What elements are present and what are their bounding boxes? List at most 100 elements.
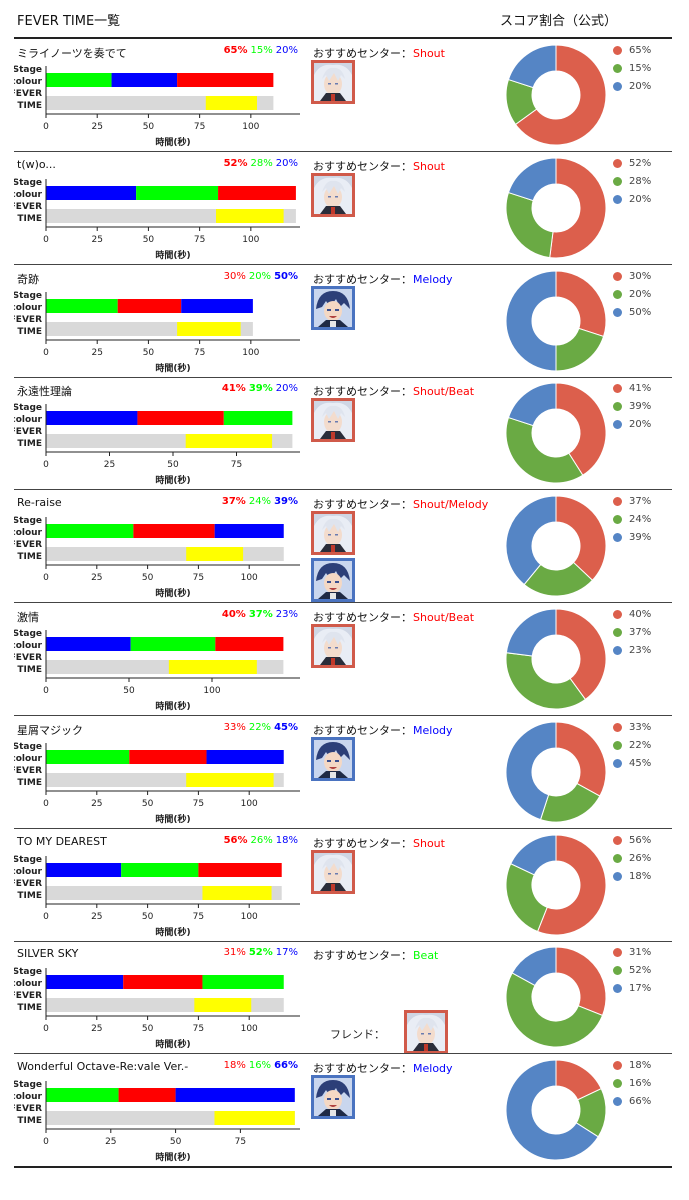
fever-window <box>214 1111 295 1125</box>
score-pct-shout: 52% <box>223 158 248 169</box>
legend-value: 45% <box>629 758 652 769</box>
fever-time-chart: Stage colour FEVER TIME 0 25 50 75 100 時間(秒) <box>10 288 300 380</box>
fever-chart-svg: Stage colour FEVER TIME 0 25 50 75 100 時間(秒) <box>10 291 300 374</box>
stage-segment-shout <box>218 186 296 200</box>
donut-slice-beat <box>505 972 604 1048</box>
score-percentages: 41% 39% 20% <box>202 383 298 394</box>
legend-dot <box>613 177 622 186</box>
legend-value: 17% <box>629 983 652 994</box>
donut-slice-melody <box>505 1059 599 1161</box>
stage-segment-beat <box>223 411 293 425</box>
x-tick-label: 50 <box>142 573 154 583</box>
x-tick-label: 0 <box>43 799 49 809</box>
legend-value: 66% <box>629 1096 652 1107</box>
donut-svg <box>505 270 607 372</box>
score-pct-melody: 39% <box>274 496 298 507</box>
x-tick-label: 100 <box>241 573 258 583</box>
recommend-label: おすすめセンター： <box>313 611 412 624</box>
song-title: t(w)o... <box>17 158 56 171</box>
donut-svg <box>505 495 607 597</box>
stage-segment-melody <box>111 73 178 87</box>
legend-dot <box>613 741 622 750</box>
fever-label: TIME <box>17 552 42 562</box>
donut-slice-melody <box>511 946 557 987</box>
stage-label: Stage <box>14 742 42 752</box>
fever-window <box>177 322 241 336</box>
stage-segment-melody <box>175 1088 295 1102</box>
row-separator <box>14 828 672 829</box>
score-percentages: 33% 22% 45% <box>202 722 298 733</box>
donut-slice-shout <box>555 721 607 797</box>
x-tick-label: 50 <box>123 686 135 696</box>
score-pct-beat: 16% <box>248 1060 272 1071</box>
legend-value: 20% <box>629 81 652 92</box>
character-avatar <box>311 173 355 217</box>
row-separator <box>14 1166 672 1168</box>
fever-label: TIME <box>17 214 42 224</box>
x-axis-label: 時間(秒) <box>155 362 190 374</box>
character-avatar <box>311 60 355 104</box>
donut-slice-shout <box>555 608 607 701</box>
stage-label: Stage <box>14 65 42 75</box>
legend-value: 20% <box>629 419 652 430</box>
header-divider <box>14 37 672 39</box>
legend-value: 31% <box>629 947 652 958</box>
score-pct-melody: 23% <box>275 609 298 620</box>
x-axis-label: 時間(秒) <box>155 474 190 486</box>
score-ratio-title: スコア割合（公式） <box>500 14 618 29</box>
recommend-value: Beat <box>413 949 439 962</box>
fever-label: FEVER <box>14 1104 42 1114</box>
x-axis-label: 時間(秒) <box>155 813 190 825</box>
legend-dot <box>613 82 622 91</box>
x-tick-label: 75 <box>193 912 204 922</box>
song-title: ミライノーツを奏でて <box>17 47 127 60</box>
x-tick-label: 100 <box>242 122 259 132</box>
character-avatar <box>311 850 355 894</box>
stage-label: Stage <box>14 178 42 188</box>
fever-label: FEVER <box>14 89 42 99</box>
x-axis-label: 時間(秒) <box>155 926 190 938</box>
score-pct-beat: 24% <box>248 496 272 507</box>
stage-label: colour <box>14 77 43 87</box>
stage-label: colour <box>14 1092 43 1102</box>
score-pct-melody: 20% <box>275 45 298 56</box>
legend-dot <box>613 759 622 768</box>
stage-segment-melody <box>46 637 131 651</box>
fever-label: TIME <box>17 327 42 337</box>
legend-value: 18% <box>629 871 652 882</box>
score-pct-melody: 45% <box>274 722 298 733</box>
fever-window <box>185 434 273 448</box>
legend-value: 24% <box>629 514 652 525</box>
fever-label: FEVER <box>14 315 42 325</box>
legend-value: 16% <box>629 1078 652 1089</box>
legend-dot <box>613 836 622 845</box>
legend-value: 65% <box>629 45 652 56</box>
score-donut <box>500 719 610 831</box>
stage-segment-melody <box>206 750 284 764</box>
friend-avatar <box>404 1010 448 1054</box>
recommended-center: おすすめセンター：Shout/Beat <box>313 383 474 399</box>
x-tick-label: 25 <box>91 912 102 922</box>
recommend-label: おすすめセンター： <box>313 724 412 737</box>
legend-dot <box>613 984 622 993</box>
score-pct-melody: 50% <box>274 271 298 282</box>
recommend-label: おすすめセンター： <box>313 47 412 60</box>
legend-dot <box>613 497 622 506</box>
stage-label: colour <box>14 867 43 877</box>
stage-label: colour <box>14 528 43 538</box>
donut-slice-beat <box>505 652 587 710</box>
stage-label: Stage <box>14 403 42 413</box>
recommend-label: おすすめセンター： <box>313 160 412 173</box>
score-donut <box>500 832 610 944</box>
stage-label: Stage <box>14 855 42 865</box>
donut-slice-melody <box>507 382 557 427</box>
fever-label: FEVER <box>14 202 42 212</box>
x-tick-label: 100 <box>203 686 220 696</box>
fever-chart-svg: Stage colour FEVER TIME 0 25 50 75 時間(秒) <box>10 403 300 486</box>
x-tick-label: 0 <box>43 686 49 696</box>
song-row: 星屑マジック33%22%45%StagecolourFEVERTIME02550… <box>0 717 689 829</box>
row-separator <box>14 715 672 716</box>
x-tick-label: 25 <box>105 1137 116 1147</box>
legend-value: 26% <box>629 853 652 864</box>
fever-time-chart: Stage colour FEVER TIME 0 25 50 75 100 時間(秒) <box>10 852 300 944</box>
